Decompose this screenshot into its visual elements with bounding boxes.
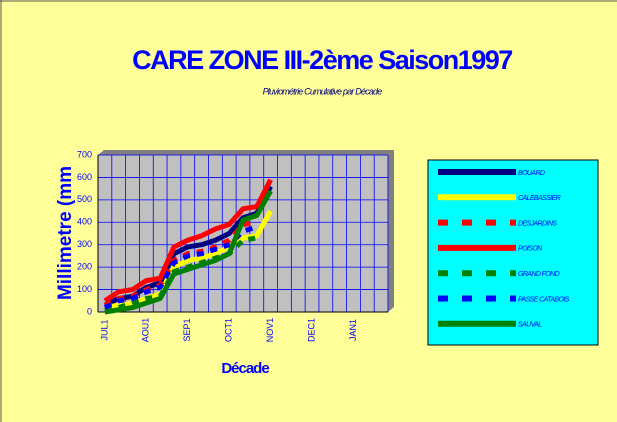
legend-label: GRAND FOND [518, 271, 560, 278]
chart-title: CARE ZONE III-2ème Saison1997 [132, 45, 512, 75]
x-tick-label: OCT1 [224, 318, 234, 342]
x-tick-label: NOV1 [265, 318, 275, 343]
y-tick-label: 700 [77, 149, 92, 159]
y-tick-label: 500 [77, 194, 92, 204]
series-line [104, 189, 273, 315]
x-tick-label: DEC1 [306, 318, 316, 342]
x-tick-label: AOU1 [141, 318, 151, 343]
y-tick-label: 300 [77, 239, 92, 249]
legend-label: CALEBASSIER [518, 195, 561, 202]
legend-label: POISON [518, 246, 543, 253]
series-line [103, 178, 273, 303]
y-tick-label: 200 [77, 262, 92, 272]
legend-box [427, 159, 599, 346]
y-tick-label: 0 [87, 306, 92, 316]
legend-label: PASSE CATABOIS [518, 296, 570, 303]
x-tick-label: SEP1 [182, 318, 192, 341]
y-tick-label: 100 [77, 284, 92, 294]
legend-label: SAUVAL [518, 322, 542, 329]
x-tick-label: JAN1 [348, 319, 358, 341]
y-tick-label: 600 [77, 172, 92, 182]
legend-label: DESJARDINS [518, 220, 557, 227]
y-axis-title: Millimetre (mm [55, 166, 76, 300]
x-axis-title: Décade [221, 360, 269, 377]
legend-label: BOUARD [518, 170, 545, 177]
chart-subtitle: Pluviométrie Cumulative par Décade [263, 86, 383, 96]
x-tick-label: JUL1 [99, 319, 109, 340]
y-tick-label: 400 [77, 217, 92, 227]
